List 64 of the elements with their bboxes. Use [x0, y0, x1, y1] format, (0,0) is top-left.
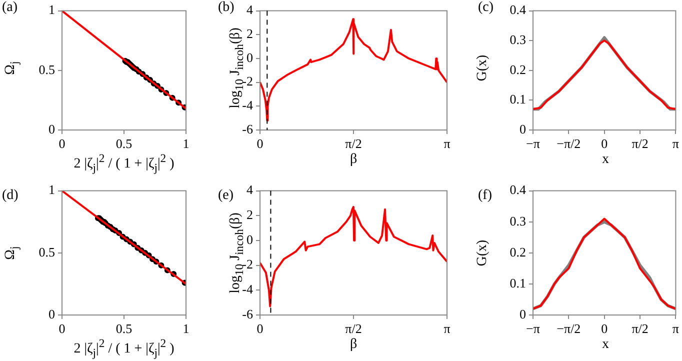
- y-tick-label: 0.2: [510, 62, 526, 77]
- x-tick-label: π: [444, 321, 451, 336]
- x-tick-label: π/2: [632, 136, 648, 152]
- y-tick-label: 0.1: [510, 275, 526, 290]
- x-tick-label: π/2: [345, 136, 362, 152]
- y-tick-label: 4: [246, 2, 254, 18]
- y-tick-label: 2: [246, 26, 253, 42]
- x-axis-title: β: [348, 152, 358, 168]
- x-tick-label: 1: [182, 321, 190, 336]
- y-tick-label: -2: [242, 74, 253, 89]
- chart-title: (a): [2, 0, 18, 16]
- x-axis-title: β: [348, 337, 358, 353]
- y-tick-label: 1: [48, 182, 55, 198]
- chart-title: (d): [2, 188, 18, 204]
- chart-title: (f): [478, 188, 492, 204]
- y-axis-title: G(x): [475, 239, 491, 266]
- x-tick-label: π: [672, 321, 680, 336]
- y-tick-label: 0: [48, 306, 55, 322]
- x-tick-label: 0: [58, 321, 66, 336]
- x-tick-label: −π: [526, 321, 540, 336]
- chart-title: (e): [218, 188, 234, 204]
- x-tick-label: 0: [601, 136, 608, 152]
- y-tick-label: 2: [246, 207, 253, 222]
- x-tick-label: −π: [526, 136, 540, 152]
- x-tick-label: 0: [256, 321, 264, 336]
- y-axis-title: G(x): [475, 54, 491, 81]
- x-tick-label: π/2: [345, 321, 362, 336]
- chart-title: (c): [478, 0, 494, 16]
- y-tick-label: 0.5: [38, 62, 55, 77]
- y-tick-label: 0: [246, 232, 253, 247]
- y-tick-label: 0.5: [38, 244, 55, 260]
- x-tick-label: 0.5: [116, 321, 132, 336]
- x-tick-label: 0.5: [116, 136, 132, 152]
- x-tick-label: 0: [256, 136, 264, 152]
- y-tick-label: -6: [242, 306, 254, 322]
- y-tick-label: -2: [242, 256, 253, 272]
- x-tick-label: −π/2: [556, 321, 581, 336]
- y-tick-label: 0.4: [510, 2, 526, 18]
- y-tick-label: 0.3: [510, 213, 526, 228]
- y-tick-label: 0.3: [510, 32, 526, 48]
- y-tick-label: 0: [48, 121, 55, 136]
- x-tick-label: π/2: [632, 321, 648, 336]
- y-tick-label: 0.2: [510, 244, 526, 260]
- y-tick-label: -6: [242, 121, 254, 136]
- chart-title: (b): [218, 0, 234, 16]
- x-tick-label: 0: [58, 136, 66, 152]
- x-tick-label: 1: [182, 136, 190, 152]
- y-tick-label: 0: [246, 50, 253, 65]
- y-tick-label: 1: [48, 2, 55, 18]
- y-tick-label: 0: [520, 121, 526, 136]
- x-tick-label: π: [672, 136, 680, 152]
- text: 2 |ζ$_{j}$|$^{2}$ / ( 1 + |ζ$_{j}$|$^{2}$ ): [74, 152, 174, 174]
- text: 2 |ζ$_{j}$|$^{2}$ / ( 1 + |ζ$_{j}$|$^{2}$ ): [74, 337, 174, 360]
- y-tick-label: 0.4: [510, 182, 526, 198]
- x-tick-label: −π/2: [556, 136, 581, 152]
- y-tick-label: 0: [520, 306, 526, 322]
- y-tick-label: 4: [246, 182, 254, 198]
- y-tick-label: 0.1: [510, 92, 526, 107]
- x-axis-title: x: [601, 337, 610, 353]
- x-tick-label: π: [444, 136, 451, 152]
- x-axis-title: x: [601, 152, 610, 168]
- x-tick-label: 0: [601, 321, 608, 336]
- y-tick-label: -4: [242, 282, 254, 297]
- y-tick-label: -4: [242, 98, 254, 113]
